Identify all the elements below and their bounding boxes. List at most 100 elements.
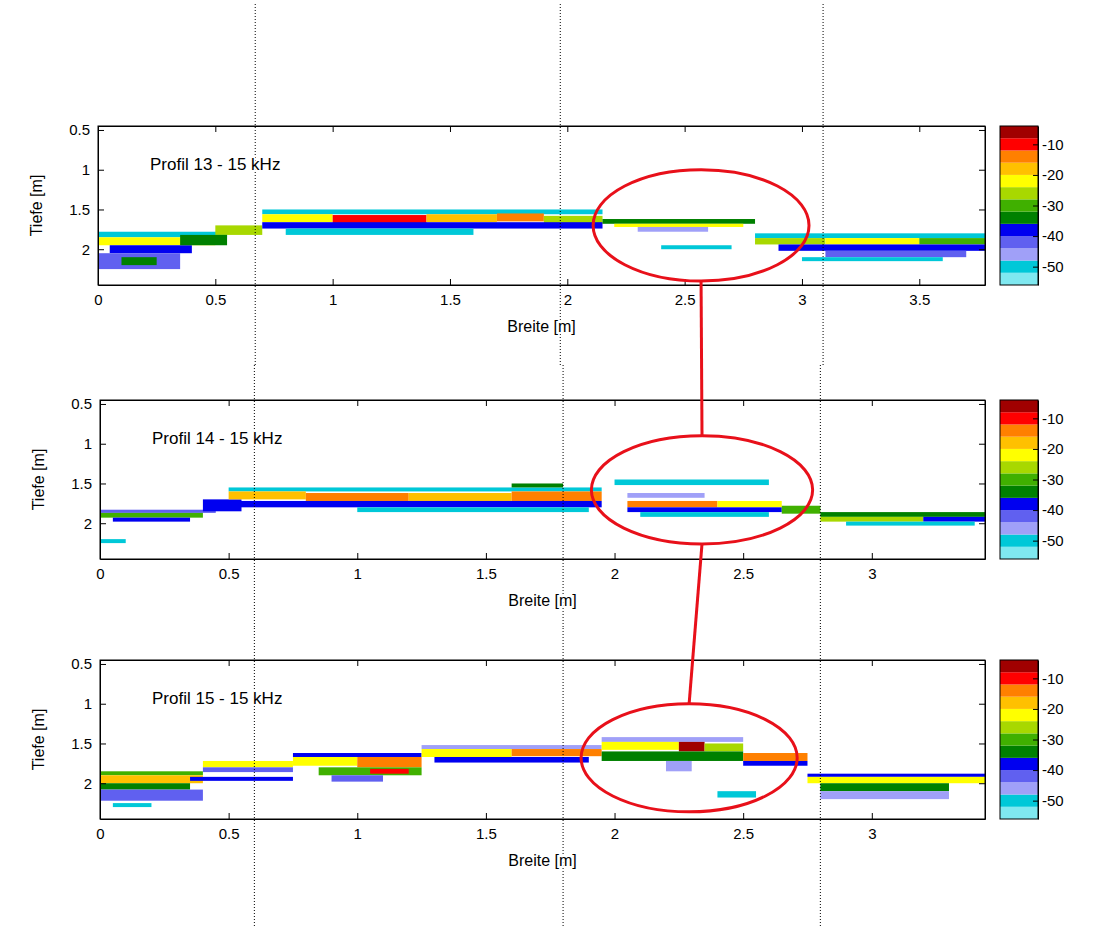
cell <box>627 507 781 512</box>
tick: 1 <box>354 553 362 582</box>
tick: -50 <box>1033 532 1064 549</box>
tick-mark <box>979 743 985 744</box>
plot-frame <box>98 126 985 285</box>
tick-label: 2 <box>84 775 92 792</box>
colorbar: -10-20-30-40-50 <box>1000 400 1064 560</box>
cell <box>100 775 203 783</box>
x-axis: 00.511.522.533.5 <box>94 279 985 308</box>
tick-mark <box>450 126 451 132</box>
tick-label: 1.5 <box>476 565 497 582</box>
panel-title: Profil 13 - 15 kHz <box>150 155 280 174</box>
tick-label: -50 <box>1042 532 1064 549</box>
tick-mark <box>1033 801 1038 802</box>
cell <box>203 767 293 772</box>
axis-line <box>99 126 986 127</box>
cell <box>661 245 731 249</box>
tick-label: 2 <box>82 241 90 258</box>
cell <box>807 774 985 777</box>
colorbar-band <box>1000 163 1038 175</box>
cell <box>357 507 589 512</box>
tick-mark <box>215 126 216 132</box>
cell <box>100 513 203 518</box>
tick-mark <box>979 783 985 784</box>
axis-line <box>101 559 986 560</box>
colorbar-band <box>1000 709 1038 721</box>
colorbar-band <box>1000 424 1038 436</box>
cell <box>229 491 306 499</box>
tick-mark <box>357 553 358 559</box>
tick: 1 <box>84 435 106 452</box>
tick-mark <box>979 483 985 484</box>
highlight-ellipse <box>591 436 812 544</box>
tick: 1.5 <box>71 735 106 752</box>
tick-mark <box>919 126 920 132</box>
tick-label: 0.5 <box>71 655 92 672</box>
tick <box>333 126 334 132</box>
tick-label: 2 <box>564 291 572 308</box>
cell <box>615 480 769 486</box>
tick-label: 3 <box>868 565 876 582</box>
colorbar-axis: -10-20-30-40-50 <box>1033 401 1064 560</box>
tick <box>615 400 616 406</box>
colorbar-frame <box>1000 126 1038 285</box>
cell <box>100 539 126 543</box>
colorbar: -10-20-30-40-50 <box>1000 126 1064 286</box>
tick-label: 3.5 <box>909 291 930 308</box>
cell <box>512 749 602 756</box>
axis-line <box>100 661 101 820</box>
colorbar-frame <box>1000 660 1038 819</box>
tick-mark <box>229 400 230 406</box>
x-axis-top <box>99 126 986 132</box>
tick <box>979 743 985 744</box>
tick-mark <box>1033 510 1038 511</box>
colorbar-band <box>1000 138 1038 150</box>
tick-mark <box>100 444 106 445</box>
tick-label: -50 <box>1042 258 1064 275</box>
tick <box>357 660 358 666</box>
cell <box>705 743 744 751</box>
tick-mark <box>802 279 803 285</box>
axis-line <box>98 127 99 286</box>
colorbar-band <box>1000 126 1038 138</box>
tick: 1 <box>354 813 362 842</box>
tick-mark <box>615 813 616 819</box>
tick-label: 1.5 <box>440 291 461 308</box>
x-axis: 00.511.522.53 <box>96 813 985 842</box>
colorbar-band <box>1000 212 1038 224</box>
tick: 1 <box>84 695 106 712</box>
tick: -30 <box>1033 471 1064 488</box>
colorbar-band <box>1000 498 1038 510</box>
tick: 3 <box>868 553 876 582</box>
axis-line <box>1038 127 1039 286</box>
colorbar-band <box>1000 733 1038 745</box>
cell <box>602 742 679 750</box>
colorbar-band <box>1000 547 1038 559</box>
tick: 1.5 <box>476 813 497 842</box>
tick: 2 <box>611 813 619 842</box>
cell <box>627 501 717 507</box>
highlight-connector <box>689 544 702 704</box>
y-axis-right <box>979 127 986 286</box>
tick: -40 <box>1033 761 1064 778</box>
axis-line <box>101 400 986 401</box>
reference-line <box>560 4 561 365</box>
tick-mark <box>872 553 873 559</box>
cell <box>306 493 409 501</box>
cell <box>262 214 332 222</box>
tick <box>357 400 358 406</box>
panel-title: Profil 15 - 15 kHz <box>152 689 282 708</box>
tick <box>979 444 985 445</box>
tick-mark <box>802 126 803 132</box>
panel: 00.511.522.530.511.52Profil 14 - 15 kHzB… <box>30 365 1064 628</box>
tick-label: -30 <box>1042 471 1064 488</box>
colorbar-band <box>1000 486 1038 498</box>
tick-mark <box>1033 541 1038 542</box>
colorbar-band <box>1000 510 1038 522</box>
cell <box>627 493 704 498</box>
cell <box>434 757 588 763</box>
tick <box>979 404 985 405</box>
tick: -30 <box>1033 731 1064 748</box>
tick-mark <box>1033 678 1038 679</box>
tick-label: 2 <box>84 515 92 532</box>
tick-label: 1.5 <box>69 201 90 218</box>
